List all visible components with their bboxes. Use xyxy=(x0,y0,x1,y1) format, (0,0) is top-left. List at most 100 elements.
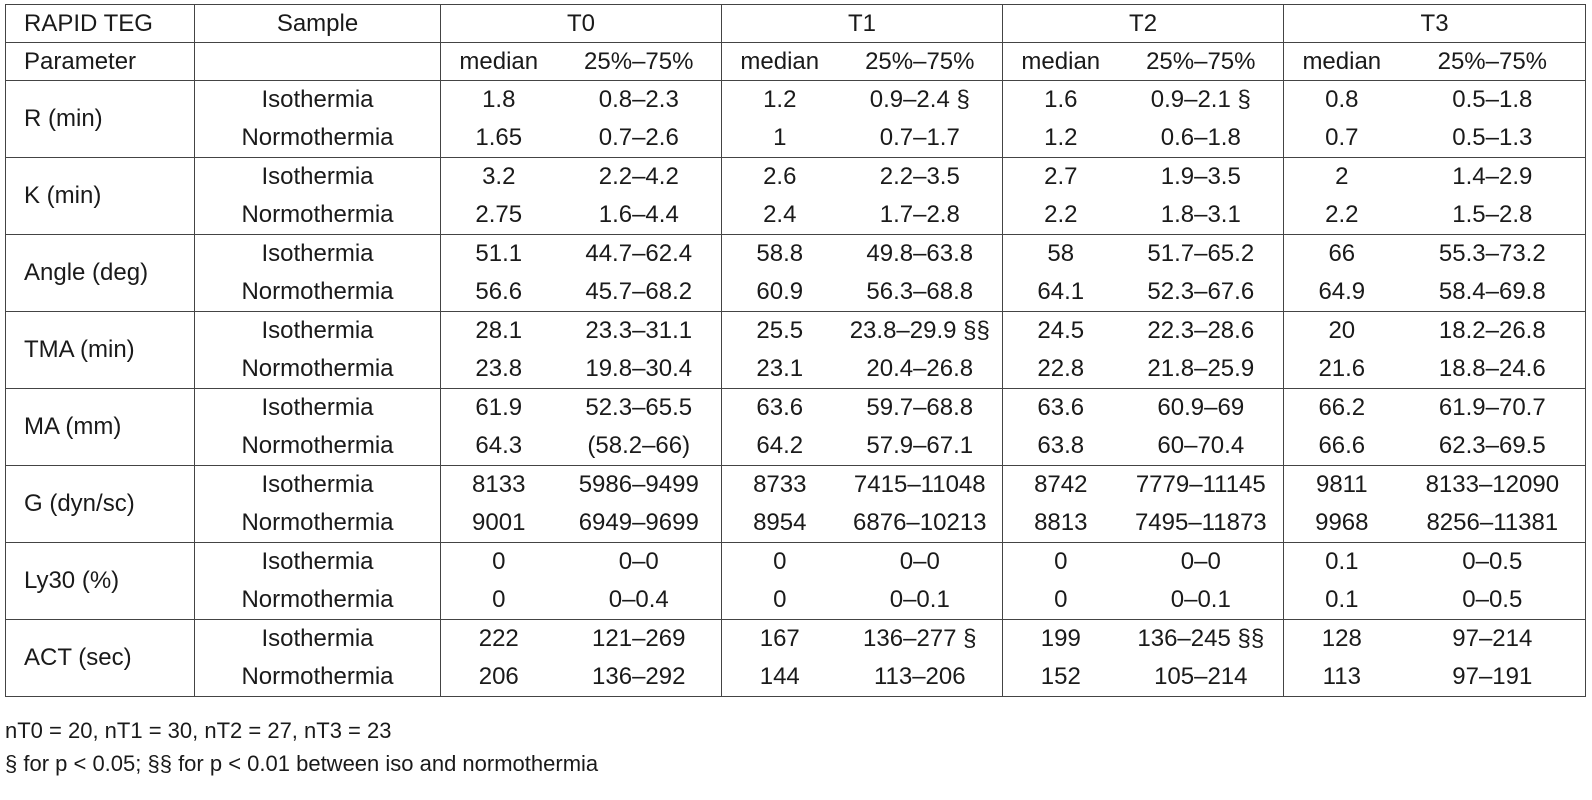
sample-label: Isothermia xyxy=(194,465,441,504)
table-row-isothermia: R (min) Isothermia 1.8 0.8–2.3 1.2 0.9–2.4 § 1… xyxy=(5,80,1587,158)
sample-header: Sample xyxy=(194,4,441,43)
range-value: 18.2–26.8 xyxy=(1399,311,1587,350)
range-value: 7495–11873 xyxy=(1118,504,1285,543)
range-value: 0.8–2.3 xyxy=(556,80,723,119)
median-header: median xyxy=(1002,42,1119,81)
median-value: 0.8 xyxy=(1283,80,1400,119)
median-value: 24.5 xyxy=(1002,311,1119,350)
teg-results-table: RAPID TEG Sample T0 T1 T2 T3 Parameter m… xyxy=(5,4,1587,697)
parameter-name: MA (mm) xyxy=(5,388,195,466)
median-value: 60.9 xyxy=(721,273,838,312)
median-value: 9811 xyxy=(1283,465,1400,504)
median-header: median xyxy=(440,42,557,81)
median-value: 0.1 xyxy=(1283,581,1400,620)
sample-label: Normothermia xyxy=(194,196,441,235)
footnotes: nT0 = 20, nT1 = 30, nT2 = 27, nT3 = 23 §… xyxy=(5,714,598,780)
range-value: 18.8–24.6 xyxy=(1399,350,1587,389)
range-header: 25%–75% xyxy=(1399,42,1587,81)
parameter-name: ACT (sec) xyxy=(5,619,195,697)
range-value: 22.3–28.6 xyxy=(1118,311,1285,350)
range-value: 7415–11048 xyxy=(837,465,1004,504)
range-value: 5986–9499 xyxy=(556,465,723,504)
range-value: 44.7–62.4 xyxy=(556,234,723,273)
median-value: 63.6 xyxy=(1002,388,1119,427)
range-value: 0.7–2.6 xyxy=(556,119,723,158)
median-value: 64.3 xyxy=(440,427,557,466)
table-row-normothermia: Normothermia 2.75 1.6–4.4 2.4 1.7–2.8 2.2 1.8–… xyxy=(6,196,1587,235)
sample-label: Isothermia xyxy=(194,157,441,196)
range-value: 97–214 xyxy=(1399,619,1587,658)
timepoint-header-t1: T1 xyxy=(721,4,1004,43)
timepoint-header-t0: T0 xyxy=(439,4,723,43)
median-value: 25.5 xyxy=(721,311,838,350)
range-value: 52.3–67.6 xyxy=(1118,273,1285,312)
range-value: 1.4–2.9 xyxy=(1399,157,1587,196)
range-value: 2.2–4.2 xyxy=(556,157,723,196)
range-value: 0–0 xyxy=(837,542,1004,581)
sample-label: Isothermia xyxy=(194,542,441,581)
sample-label: Isothermia xyxy=(194,311,441,350)
range-value: 61.9–70.7 xyxy=(1399,388,1587,427)
median-value: 56.6 xyxy=(440,273,557,312)
table-row-isothermia: K (min) Isothermia 3.2 2.2–4.2 2.6 2.2–3.5 2.7… xyxy=(5,157,1587,235)
median-value: 61.9 xyxy=(440,388,557,427)
range-value: 60.9–69 xyxy=(1118,388,1285,427)
range-value: 8133–12090 xyxy=(1399,465,1587,504)
range-value: 57.9–67.1 xyxy=(837,427,1004,466)
median-value: 2.7 xyxy=(1002,157,1119,196)
range-value: 1.6–4.4 xyxy=(556,196,723,235)
median-value: 8954 xyxy=(721,504,838,543)
range-value: 136–292 xyxy=(556,658,723,697)
median-value: 66.2 xyxy=(1283,388,1400,427)
median-value: 23.1 xyxy=(721,350,838,389)
median-value: 0 xyxy=(1002,581,1119,620)
range-value: 105–214 xyxy=(1118,658,1285,697)
median-value: 2 xyxy=(1283,157,1400,196)
median-value: 1 xyxy=(721,119,838,158)
median-value: 64.1 xyxy=(1002,273,1119,312)
range-value: 0–0 xyxy=(1118,542,1285,581)
median-value: 2.75 xyxy=(440,196,557,235)
sample-label: Normothermia xyxy=(194,581,441,620)
median-value: 144 xyxy=(721,658,838,697)
table-row-normothermia: Normothermia 1.65 0.7–2.6 1 0.7–1.7 1.2 0.6–1.… xyxy=(6,119,1587,158)
range-value: 6876–10213 xyxy=(837,504,1004,543)
median-value: 222 xyxy=(440,619,557,658)
range-header: 25%–75% xyxy=(556,42,723,81)
sample-label: Isothermia xyxy=(194,234,441,273)
median-value: 167 xyxy=(721,619,838,658)
table-row-normothermia: Normothermia 0 0–0.4 0 0–0.1 0 0–0.1 0.1 0–0.5 xyxy=(6,581,1587,620)
median-value: 3.2 xyxy=(440,157,557,196)
parameter-name: Angle (deg) xyxy=(5,234,195,312)
median-value: 63.6 xyxy=(721,388,838,427)
median-value: 28.1 xyxy=(440,311,557,350)
sample-label: Normothermia xyxy=(194,504,441,543)
table-row-normothermia: Normothermia 64.3 (58.2–66) 64.2 57.9–67.1 63… xyxy=(6,427,1587,466)
median-value: 206 xyxy=(440,658,557,697)
median-value: 0.1 xyxy=(1283,542,1400,581)
sample-label: Isothermia xyxy=(194,80,441,119)
median-value: 23.8 xyxy=(440,350,557,389)
range-value: 2.2–3.5 xyxy=(837,157,1004,196)
header-row-stats: Parameter median 25%–75% median 25%–75% … xyxy=(5,42,1587,81)
median-value: 0 xyxy=(721,542,838,581)
table-row-normothermia: Normothermia 23.8 19.8–30.4 23.1 20.4–26.8 22… xyxy=(6,350,1587,389)
median-value: 2.6 xyxy=(721,157,838,196)
table-row-isothermia: TMA (min) Isothermia 28.1 23.3–31.1 25.5 23.8… xyxy=(5,311,1587,389)
range-value: 1.5–2.8 xyxy=(1399,196,1587,235)
range-value: 45.7–68.2 xyxy=(556,273,723,312)
median-value: 152 xyxy=(1002,658,1119,697)
median-header: median xyxy=(721,42,838,81)
range-value: 0.7–1.7 xyxy=(837,119,1004,158)
range-value: 136–245 §§ xyxy=(1118,619,1285,658)
median-value: 20 xyxy=(1283,311,1400,350)
range-value: 136–277 § xyxy=(837,619,1004,658)
range-value: 0–0.1 xyxy=(1118,581,1285,620)
median-value: 2.4 xyxy=(721,196,838,235)
sample-label: Normothermia xyxy=(194,427,441,466)
range-value: 58.4–69.8 xyxy=(1399,273,1587,312)
range-value: 59.7–68.8 xyxy=(837,388,1004,427)
range-value: 62.3–69.5 xyxy=(1399,427,1587,466)
parameter-name: R (min) xyxy=(5,80,195,158)
range-value: 121–269 xyxy=(556,619,723,658)
